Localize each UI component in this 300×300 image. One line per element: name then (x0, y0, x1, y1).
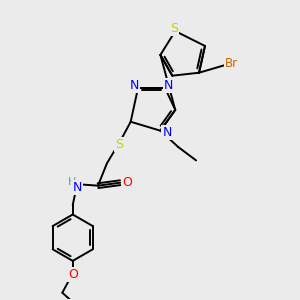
Text: S: S (170, 22, 178, 34)
Text: Br: Br (225, 57, 238, 70)
Text: S: S (115, 138, 123, 151)
Text: N: N (130, 79, 139, 92)
Text: N: N (162, 126, 172, 139)
Text: N: N (164, 79, 173, 92)
Text: O: O (68, 268, 78, 281)
Text: O: O (122, 176, 132, 189)
Text: N: N (73, 181, 82, 194)
Text: H: H (68, 177, 76, 187)
